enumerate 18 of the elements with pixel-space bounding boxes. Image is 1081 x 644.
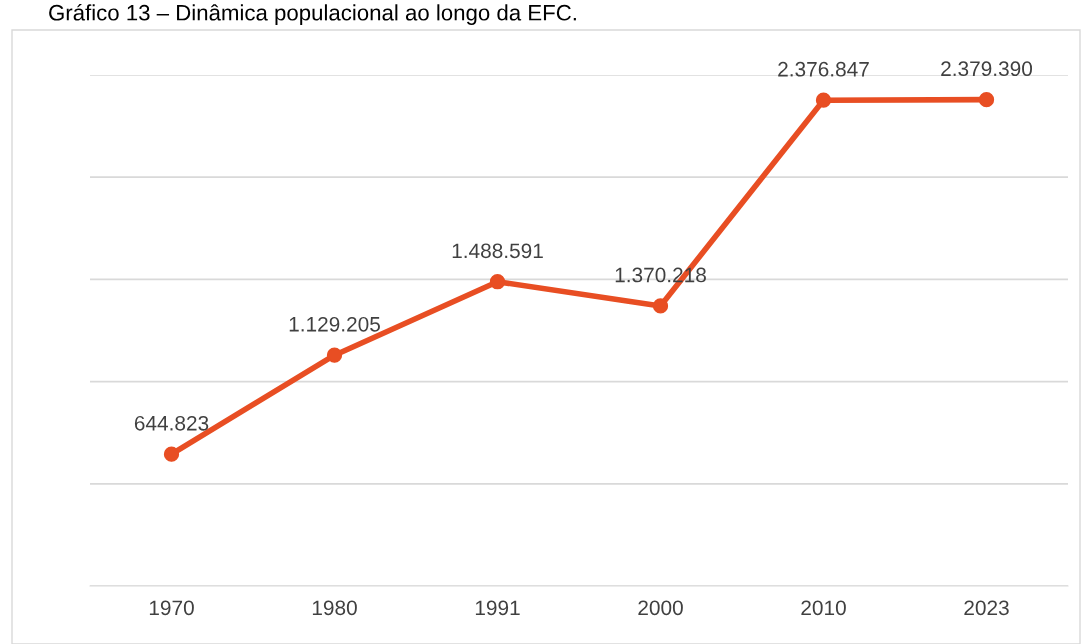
point	[978, 92, 995, 108]
x-tick-label: 2023	[964, 600, 1009, 616]
data-label: 2.379.390	[941, 61, 1033, 77]
point	[815, 92, 832, 108]
data-label: 1.129.205	[289, 316, 380, 332]
x-tick-label: 1970	[149, 600, 194, 616]
point	[163, 446, 180, 462]
point	[326, 347, 343, 363]
point	[652, 298, 669, 314]
data-label: 1.488.591	[452, 243, 543, 259]
chart-title: Gráfico 13 – Dinâmica populacional ao longo da EFC.	[49, 4, 576, 25]
x-tick-label: 2000	[638, 600, 683, 616]
point	[489, 274, 506, 290]
data-label: 2.376.847	[778, 61, 869, 77]
x-tick-label: 2010	[801, 600, 846, 616]
data-label: 644.823	[134, 415, 209, 431]
x-tick-label: 1980	[312, 600, 357, 616]
x-tick-label: 1991	[475, 600, 520, 616]
